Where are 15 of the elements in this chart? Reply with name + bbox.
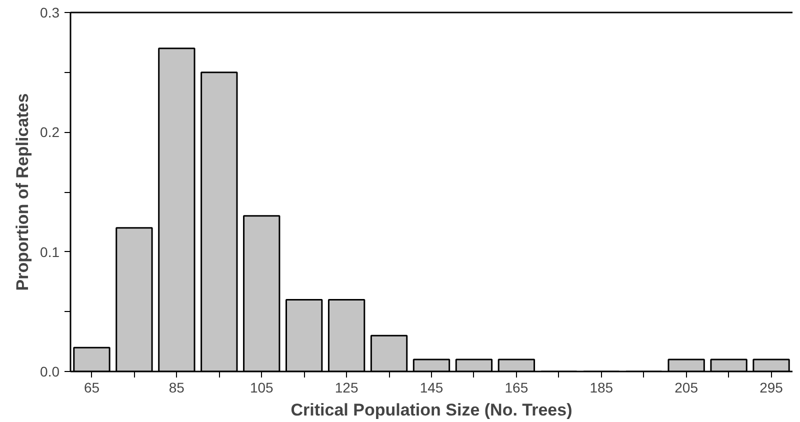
y-axis-title: Proportion of Replicates <box>13 93 32 291</box>
x-tick-label: 185 <box>590 380 614 396</box>
y-tick-label: 0.1 <box>40 244 60 260</box>
x-tick-label: 165 <box>504 380 528 396</box>
x-tick-label: 125 <box>334 380 358 396</box>
x-axis-title: Critical Population Size (No. Trees) <box>290 400 572 420</box>
y-tick-label: 0.2 <box>40 124 60 140</box>
y-tick-label: 0.3 <box>40 4 60 20</box>
x-tick-label: 105 <box>250 380 274 396</box>
x-tick-label: 205 <box>674 380 698 396</box>
x-tick-label: 295 <box>760 380 784 396</box>
y-tick-label: 0.0 <box>40 364 60 380</box>
x-tick-label: 65 <box>84 380 100 396</box>
x-tick-label: 145 <box>420 380 444 396</box>
x-tick-label: 85 <box>168 380 185 396</box>
